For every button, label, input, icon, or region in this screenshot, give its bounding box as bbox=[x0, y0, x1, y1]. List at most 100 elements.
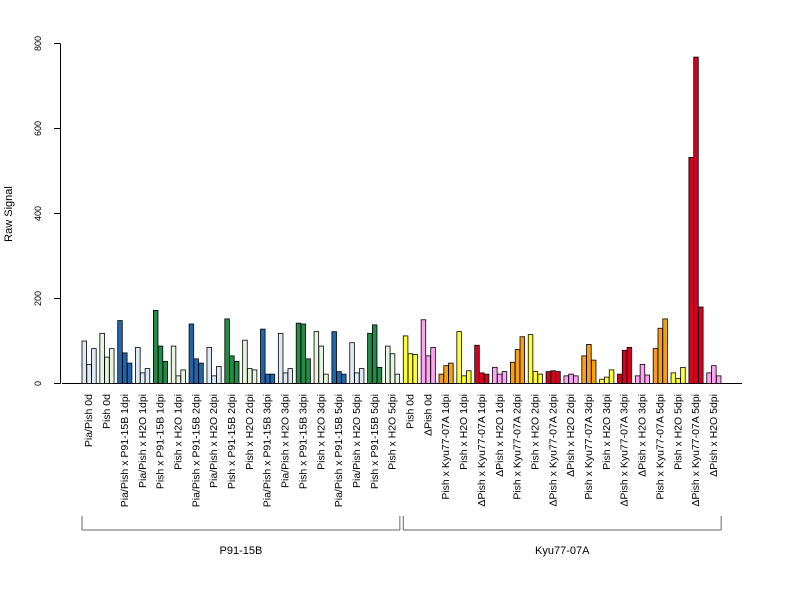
x-tick-label: ΔPish x H2O 2dpi bbox=[565, 394, 577, 477]
bar bbox=[425, 355, 431, 384]
bar bbox=[711, 365, 717, 384]
group-label: P91-15B bbox=[220, 545, 263, 557]
x-tick-label: Pia/Pish x P91-15B 3dpi bbox=[262, 394, 274, 507]
bar bbox=[371, 324, 378, 384]
bar bbox=[389, 353, 396, 384]
bar bbox=[698, 306, 704, 384]
bar bbox=[109, 348, 115, 384]
bar bbox=[496, 373, 503, 384]
x-tick-label: Pia/Pish x P91-15B 1dpi bbox=[119, 394, 131, 507]
bar bbox=[358, 368, 365, 384]
bar bbox=[581, 355, 587, 384]
bar bbox=[162, 360, 168, 384]
x-tick-label: Pia/Pish x P91-15B 2dpi bbox=[190, 394, 202, 507]
x-tick-label: Pia/Pish x P91-15B 5dpi bbox=[333, 394, 345, 507]
x-tick-label: Pish x H2O 2dpi bbox=[244, 394, 256, 470]
x-tick-label: Pish 0d bbox=[101, 394, 113, 429]
y-tick-label: 200 bbox=[33, 291, 43, 306]
bar bbox=[144, 368, 151, 384]
x-tick-label: Pia/Pish x H2O 3dpi bbox=[280, 394, 292, 488]
x-tick-label: Pia/Pish x H2O 1dpi bbox=[137, 394, 149, 488]
x-tick-label: Pish x H2O 1dpi bbox=[458, 394, 470, 470]
bar bbox=[527, 334, 534, 384]
bar bbox=[412, 354, 418, 384]
bar bbox=[251, 369, 258, 384]
y-tick-label: 0 bbox=[33, 381, 43, 386]
bar bbox=[193, 358, 199, 384]
bar bbox=[81, 340, 87, 384]
bar bbox=[269, 373, 276, 384]
bar bbox=[545, 371, 552, 384]
bar bbox=[680, 366, 686, 384]
bar bbox=[323, 373, 329, 384]
x-tick-label: Pish x P91-15B 3dpi bbox=[297, 394, 309, 489]
bar bbox=[670, 372, 677, 384]
bar bbox=[599, 378, 605, 384]
bar bbox=[483, 373, 490, 384]
bar bbox=[180, 369, 186, 384]
bar bbox=[295, 322, 302, 384]
bar bbox=[247, 368, 253, 384]
bar bbox=[224, 318, 230, 384]
bar bbox=[117, 320, 123, 384]
bar bbox=[509, 361, 516, 384]
bar bbox=[591, 359, 597, 384]
bar bbox=[157, 345, 164, 384]
bar bbox=[305, 358, 311, 384]
bar bbox=[135, 346, 141, 384]
bar bbox=[407, 353, 414, 384]
group-label: Kyu77-07A bbox=[535, 545, 590, 557]
bar bbox=[634, 375, 641, 384]
bar bbox=[514, 349, 521, 384]
bar bbox=[519, 336, 525, 384]
bar bbox=[331, 331, 337, 384]
bar bbox=[170, 345, 177, 384]
bar bbox=[492, 366, 498, 384]
bar bbox=[456, 331, 462, 384]
y-axis-label: Raw Signal bbox=[3, 186, 15, 242]
bar bbox=[438, 373, 444, 384]
x-tick-label: Pish x Kyu77-07A 3dpi bbox=[583, 394, 595, 500]
bar bbox=[233, 360, 240, 384]
bar bbox=[448, 362, 454, 384]
bar bbox=[99, 332, 105, 384]
x-tick-label: ΔPish x Kyu77-07A 5dpi bbox=[690, 394, 702, 507]
bar bbox=[461, 375, 467, 384]
bar bbox=[550, 370, 556, 384]
bar bbox=[104, 356, 110, 384]
bar bbox=[175, 375, 182, 384]
bar bbox=[367, 332, 373, 384]
x-tick-label: Pish x H2O 2dpi bbox=[529, 394, 541, 470]
x-tick-label: ΔPish x H2O 3dpi bbox=[637, 394, 649, 477]
bar bbox=[430, 346, 436, 384]
x-tick-label: Pish x H2O 5dpi bbox=[387, 394, 399, 470]
bar bbox=[568, 373, 574, 384]
x-tick-label: Pish x Kyu77-07A 1dpi bbox=[440, 394, 452, 500]
bar bbox=[532, 371, 539, 384]
x-tick-label: Pish x P91-15B 5dpi bbox=[369, 394, 381, 489]
x-tick-label: Pish x H2O 3dpi bbox=[601, 394, 613, 470]
bar bbox=[715, 375, 722, 384]
bar bbox=[152, 309, 159, 384]
bar bbox=[394, 373, 401, 384]
bar bbox=[608, 369, 615, 384]
bar bbox=[264, 373, 271, 384]
bar bbox=[443, 365, 449, 384]
bar bbox=[563, 375, 569, 384]
bar bbox=[639, 363, 646, 384]
bar bbox=[216, 366, 222, 384]
bar bbox=[206, 346, 212, 384]
bar bbox=[420, 319, 427, 384]
bar bbox=[86, 363, 92, 384]
x-tick-label: Pish 0d bbox=[405, 394, 417, 429]
bar bbox=[211, 375, 217, 384]
bar bbox=[91, 348, 97, 384]
x-tick-label: Pish x P91-15B 2dpi bbox=[226, 394, 238, 489]
bar bbox=[287, 368, 293, 384]
x-tick-label: Pish x H2O 1dpi bbox=[172, 394, 184, 470]
x-tick-label: Pish x Kyu77-07A 5dpi bbox=[654, 394, 666, 500]
bar bbox=[277, 332, 284, 384]
bar bbox=[376, 366, 383, 384]
bar bbox=[313, 331, 320, 384]
x-tick-label: ΔPish x Kyu77-07A 1dpi bbox=[476, 394, 488, 507]
